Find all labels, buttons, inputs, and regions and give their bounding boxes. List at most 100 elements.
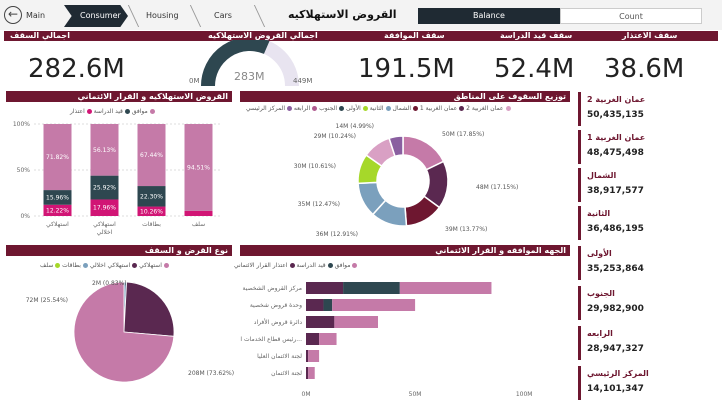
gauge-value: 283M [234, 70, 265, 83]
slice-label: 48M (17.15%) [476, 184, 518, 191]
pie-slice[interactable] [73, 281, 175, 383]
data-label: 17.96% [93, 205, 116, 212]
region-name: عمان الغربية 2 [587, 95, 646, 104]
bar-segment[interactable] [306, 350, 309, 362]
region-card[interactable]: الشمال 38,917,577 [578, 168, 710, 202]
region-value: 35,253,864 [587, 264, 644, 274]
x-tick-label: 0M [302, 391, 311, 398]
region-card[interactable]: الأولى 35,253,864 [578, 246, 710, 280]
bar-segment[interactable] [137, 186, 166, 207]
legend-item: الشمال [392, 105, 418, 112]
slice-label: 72M (25.54%) [26, 297, 68, 304]
donut-slice[interactable] [388, 135, 404, 158]
slice-label: 29M (10.24%) [314, 133, 356, 140]
bar-segment[interactable] [184, 210, 213, 216]
kpi-total-ceiling-value: 282.6M [28, 54, 125, 84]
kpi-total-ceiling-label: اجمالي السقف [10, 31, 70, 40]
bar-segment[interactable] [90, 175, 119, 200]
region-name: المركز الرئيسي [587, 369, 649, 378]
legend-item: قيد الدراسة [296, 262, 333, 269]
region-value: 48,475,498 [587, 148, 644, 158]
gauge-min: 0M [189, 77, 200, 85]
region-value: 29,982,900 [587, 304, 644, 314]
bar-segment[interactable] [306, 299, 324, 311]
region-value: 38,917,577 [587, 186, 644, 196]
legend-item: اعتذار [273, 262, 295, 269]
tab-consumer[interactable]: Consumer [64, 5, 128, 27]
donut-chart: 50M (17.85%) 48M (17.15%) 39M (13.77%) 36M … [294, 123, 519, 238]
y-tick-label: 50% [17, 167, 31, 174]
data-label: 94.51% [187, 164, 210, 171]
region-card[interactable]: الثانية 36,486,195 [578, 206, 710, 240]
legend-item: قيد الدراسة [94, 108, 130, 115]
region-value: 50,435,135 [587, 110, 644, 120]
kpi-under-study-label: سقف قيد الدراسة [500, 31, 573, 40]
loans-gauge [201, 40, 299, 87]
donut-chart-title: توزيع السقوف على المناطق [240, 91, 570, 102]
region-card[interactable]: الجنوب 29,982,900 [578, 286, 710, 320]
bar-segment[interactable] [137, 206, 166, 216]
tab-housing[interactable]: Housing [146, 11, 179, 20]
bar-segment[interactable] [184, 124, 213, 211]
slice-label: 36M (12.91%) [316, 231, 358, 238]
region-card[interactable]: المركز الرئيسي 14,101,347 [578, 366, 710, 400]
y-tick-label: 0% [20, 213, 30, 220]
balance-toggle[interactable]: Balance [418, 8, 560, 24]
y-category-label: مركز القروض الشخصية [243, 285, 302, 292]
region-name: الثانية [587, 209, 611, 218]
slice-label: 2M (0.83%) [92, 280, 127, 287]
tab-cars[interactable]: Cars [214, 11, 232, 20]
data-label: 22.30% [140, 193, 163, 200]
bar-segment[interactable] [399, 282, 492, 294]
back-label[interactable]: Main [26, 11, 46, 20]
gauge-fill [201, 40, 270, 87]
region-value: 28,947,327 [587, 344, 644, 354]
kpi-rejection-label: سقف الاعتذار [622, 31, 678, 40]
bar-segment[interactable] [319, 333, 337, 345]
region-card[interactable]: الرابعه 28,947,327 [578, 326, 710, 360]
legend-item: موافق [132, 108, 155, 115]
bar-segment[interactable] [43, 190, 72, 205]
bar-segment[interactable] [332, 299, 416, 311]
bar-segment[interactable] [306, 367, 309, 379]
bar-segment[interactable] [334, 316, 378, 328]
bar-segment[interactable] [90, 199, 119, 216]
bar-segment[interactable] [343, 282, 400, 294]
kpi-total-loans-label: اجمالي القروض الاستهلاكيه [208, 31, 318, 40]
bar-segment[interactable] [43, 204, 72, 216]
kpi-approved-label: سقف الموافقة [384, 31, 445, 40]
region-name: الجنوب [587, 289, 615, 298]
bar-segment[interactable] [308, 367, 315, 379]
legend-item: استهلاكي [139, 262, 169, 269]
legend-item: استهلاكي اخلالي [90, 262, 138, 269]
region-card[interactable]: عمان الغربية 1 48,475,498 [578, 130, 710, 164]
region-card[interactable]: عمان الغربية 2 50,435,135 [578, 92, 710, 126]
bar-segment[interactable] [137, 124, 166, 187]
legend-item: عمان الغربية 1 [420, 105, 465, 112]
top-navbar: ← Main Consumer Housing Cars القروض الاس… [0, 0, 722, 30]
legend-item: الرابعه [294, 105, 318, 112]
gauge-max: 449M [293, 77, 313, 85]
pie-slice[interactable] [123, 281, 175, 337]
region-name: عمان الغربية 1 [587, 133, 646, 142]
hbar-chart: 0M 50M 100M مركز القروض الشخصية وحدة قروض شخ… [240, 282, 533, 398]
region-name: الرابعه [587, 329, 613, 338]
count-toggle[interactable]: Count [560, 8, 702, 24]
bar-segment[interactable] [306, 282, 344, 294]
legend-item: القرار الائتماني [234, 262, 271, 269]
bar-segment[interactable] [323, 299, 333, 311]
x-tick-label: استهلاكي [46, 221, 69, 228]
bar-segment[interactable] [43, 124, 72, 191]
bar-segment[interactable] [306, 333, 320, 345]
donut-legend: عمان الغربية 2 عمان الغربية 1 الشمال الث… [246, 105, 511, 112]
slice-label: 14M (4.99%) [336, 123, 374, 130]
bar-segment[interactable] [90, 123, 119, 176]
back-arrow-icon[interactable]: ← [4, 6, 22, 24]
data-label: 67.44% [140, 152, 163, 159]
legend-item: الثانية [370, 105, 391, 112]
y-category-label: دائرة قروض الأفراد [254, 318, 303, 326]
legend-item: سلف [40, 262, 61, 269]
bar-segment[interactable] [306, 316, 335, 328]
legend-item: عمان الغربية 2 [466, 105, 511, 112]
bar-segment[interactable] [308, 350, 320, 362]
